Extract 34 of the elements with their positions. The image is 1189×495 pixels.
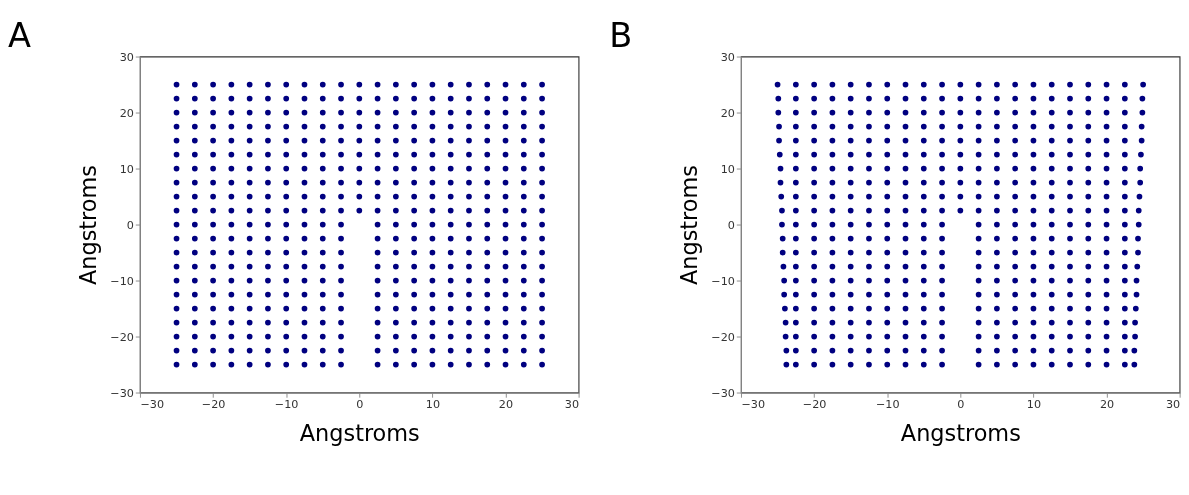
y-tick-label: 10: [119, 162, 134, 176]
x-axis-title: Angstroms: [299, 419, 420, 446]
x-tick-label: −30: [741, 397, 766, 411]
chart-title: B: [609, 16, 633, 56]
y-tick-label: −10: [110, 274, 134, 288]
x-tick-label: 10: [1026, 397, 1042, 411]
x-tick-label: 0: [957, 397, 965, 411]
y-tick-label: 0: [727, 218, 735, 232]
x-tick-label: 30: [1165, 397, 1181, 411]
x-tick-label: −30: [140, 397, 165, 411]
y-axis-title: Angstroms: [75, 165, 102, 286]
x-tick-label: −20: [201, 397, 226, 411]
y-tick-label: −20: [711, 330, 735, 344]
y-tick-label: 20: [720, 106, 735, 120]
y-tick-label: −30: [110, 386, 134, 400]
y-tick-label: 10: [720, 162, 735, 176]
x-tick-label: 20: [1099, 397, 1115, 411]
x-axis-title: Angstroms: [900, 419, 1021, 446]
x-tick-label: −20: [802, 397, 827, 411]
y-axis-title: Angstroms: [676, 165, 703, 286]
y-tick-label: 30: [720, 50, 735, 64]
y-tick-label: −30: [711, 386, 735, 400]
x-tick-label: 20: [498, 397, 514, 411]
y-tick-label: 20: [119, 106, 134, 120]
x-tick-label: 10: [425, 397, 441, 411]
x-tick-label: 0: [356, 397, 364, 411]
x-tick-label: −10: [875, 397, 900, 411]
y-tick-label: 30: [119, 50, 134, 64]
chart-title: A: [8, 16, 32, 56]
x-tick-label: 30: [564, 397, 580, 411]
y-tick-label: 0: [126, 218, 134, 232]
y-tick-label: −10: [711, 274, 735, 288]
x-tick-label: −10: [274, 397, 299, 411]
y-tick-label: −20: [110, 330, 134, 344]
